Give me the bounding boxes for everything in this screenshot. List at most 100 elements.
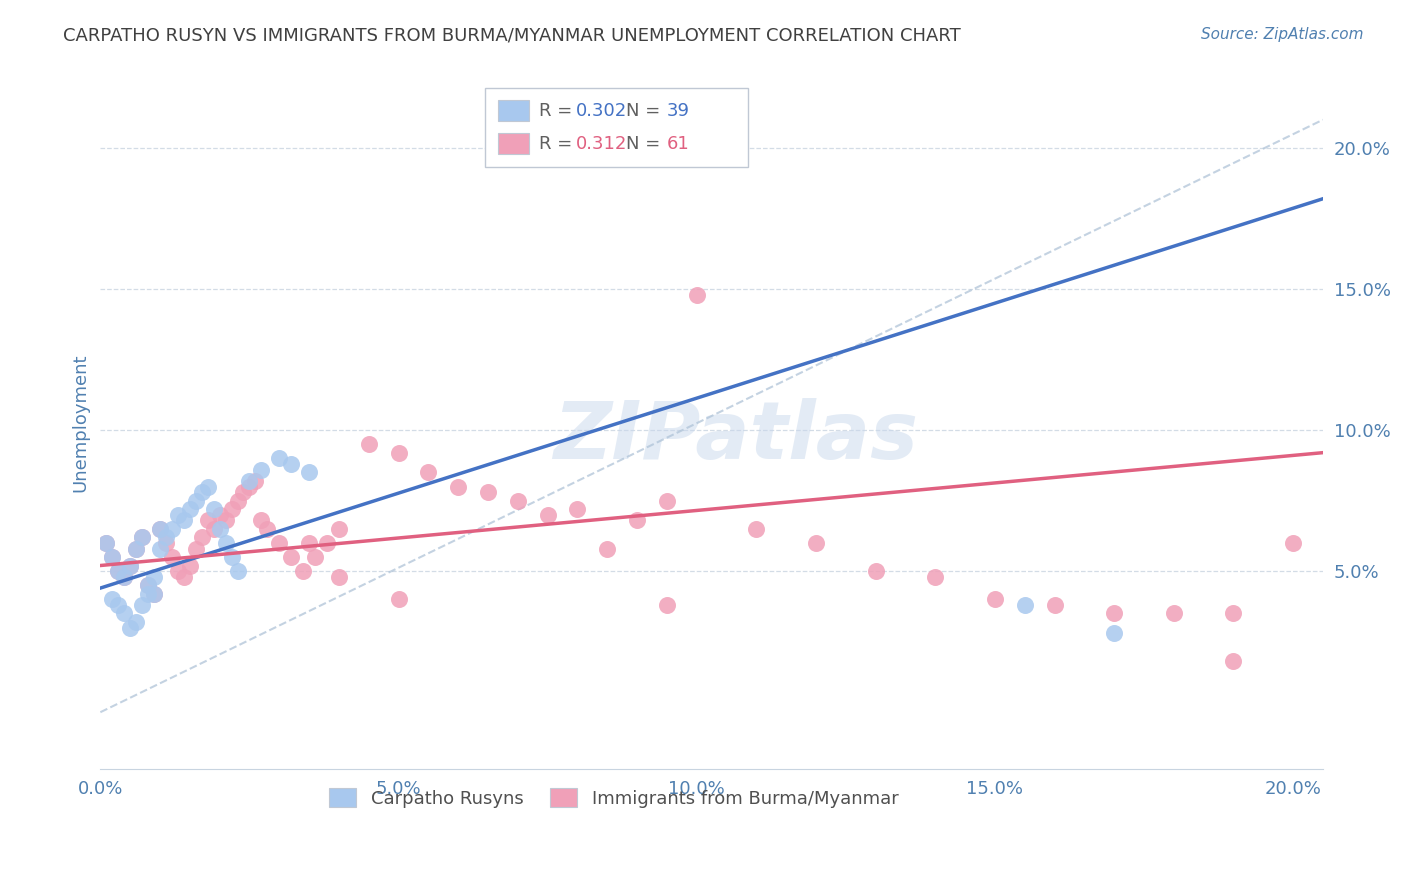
Point — [865, 564, 887, 578]
Point — [112, 607, 135, 621]
Point — [316, 536, 339, 550]
Point — [256, 522, 278, 536]
Point — [96, 536, 118, 550]
Text: R =: R = — [540, 102, 578, 120]
Point — [155, 536, 177, 550]
Point — [328, 522, 350, 536]
Point — [250, 462, 273, 476]
Point — [173, 570, 195, 584]
Point — [745, 522, 768, 536]
Point — [160, 549, 183, 564]
Point — [131, 598, 153, 612]
FancyBboxPatch shape — [485, 87, 748, 168]
Point — [120, 621, 142, 635]
Point — [179, 558, 201, 573]
Point — [232, 485, 254, 500]
Point — [1222, 655, 1244, 669]
Point — [418, 466, 440, 480]
Text: ZIPatlas: ZIPatlas — [554, 398, 918, 475]
Point — [107, 564, 129, 578]
Legend: Carpatho Rusyns, Immigrants from Burma/Myanmar: Carpatho Rusyns, Immigrants from Burma/M… — [322, 781, 905, 815]
Point — [167, 564, 190, 578]
Point — [1102, 626, 1125, 640]
Text: R =: R = — [540, 135, 578, 153]
Point — [197, 513, 219, 527]
Point — [125, 541, 148, 556]
Point — [1222, 607, 1244, 621]
Point — [221, 502, 243, 516]
Point — [155, 530, 177, 544]
Point — [387, 445, 409, 459]
Point — [1014, 598, 1036, 612]
Point — [101, 549, 124, 564]
Point — [120, 558, 142, 573]
Point — [1102, 607, 1125, 621]
Point — [208, 508, 231, 522]
Point — [269, 451, 291, 466]
Point — [143, 587, 166, 601]
Point — [1043, 598, 1066, 612]
Point — [149, 541, 172, 556]
Point — [125, 541, 148, 556]
Point — [179, 502, 201, 516]
Point — [280, 457, 302, 471]
FancyBboxPatch shape — [498, 100, 530, 121]
Point — [136, 578, 159, 592]
Point — [136, 578, 159, 592]
Point — [298, 466, 321, 480]
Point — [149, 522, 172, 536]
Point — [167, 508, 190, 522]
Point — [208, 522, 231, 536]
Point — [238, 474, 260, 488]
Point — [626, 513, 648, 527]
Point — [1282, 536, 1305, 550]
Point — [107, 564, 129, 578]
Point — [190, 485, 212, 500]
Text: 0.302: 0.302 — [576, 102, 627, 120]
Point — [506, 493, 529, 508]
Text: 0.312: 0.312 — [576, 135, 627, 153]
Point — [184, 541, 207, 556]
Point — [245, 474, 267, 488]
Point — [655, 598, 678, 612]
Point — [131, 530, 153, 544]
Point — [924, 570, 946, 584]
Point — [184, 493, 207, 508]
Point — [202, 502, 225, 516]
Point — [120, 558, 142, 573]
Point — [292, 564, 315, 578]
Point — [655, 493, 678, 508]
Point — [328, 570, 350, 584]
Y-axis label: Unemployment: Unemployment — [72, 354, 89, 492]
Point — [686, 287, 709, 301]
Point — [197, 479, 219, 493]
Point — [112, 570, 135, 584]
Point — [250, 513, 273, 527]
Point — [226, 493, 249, 508]
Point — [298, 536, 321, 550]
Point — [190, 530, 212, 544]
Point — [112, 570, 135, 584]
Point — [214, 536, 236, 550]
Text: N =: N = — [626, 135, 666, 153]
Point — [96, 536, 118, 550]
Point — [357, 437, 380, 451]
Point — [804, 536, 827, 550]
Point — [477, 485, 499, 500]
Point — [536, 508, 558, 522]
Point — [101, 549, 124, 564]
Text: N =: N = — [626, 102, 666, 120]
Point — [143, 587, 166, 601]
Point — [387, 592, 409, 607]
Point — [202, 522, 225, 536]
Point — [149, 522, 172, 536]
Point — [173, 513, 195, 527]
Text: 39: 39 — [666, 102, 689, 120]
Text: 61: 61 — [666, 135, 689, 153]
Point — [160, 522, 183, 536]
Point — [143, 570, 166, 584]
Point — [567, 502, 589, 516]
Point — [596, 541, 619, 556]
Text: CARPATHO RUSYN VS IMMIGRANTS FROM BURMA/MYANMAR UNEMPLOYMENT CORRELATION CHART: CARPATHO RUSYN VS IMMIGRANTS FROM BURMA/… — [63, 27, 962, 45]
Point — [136, 587, 159, 601]
